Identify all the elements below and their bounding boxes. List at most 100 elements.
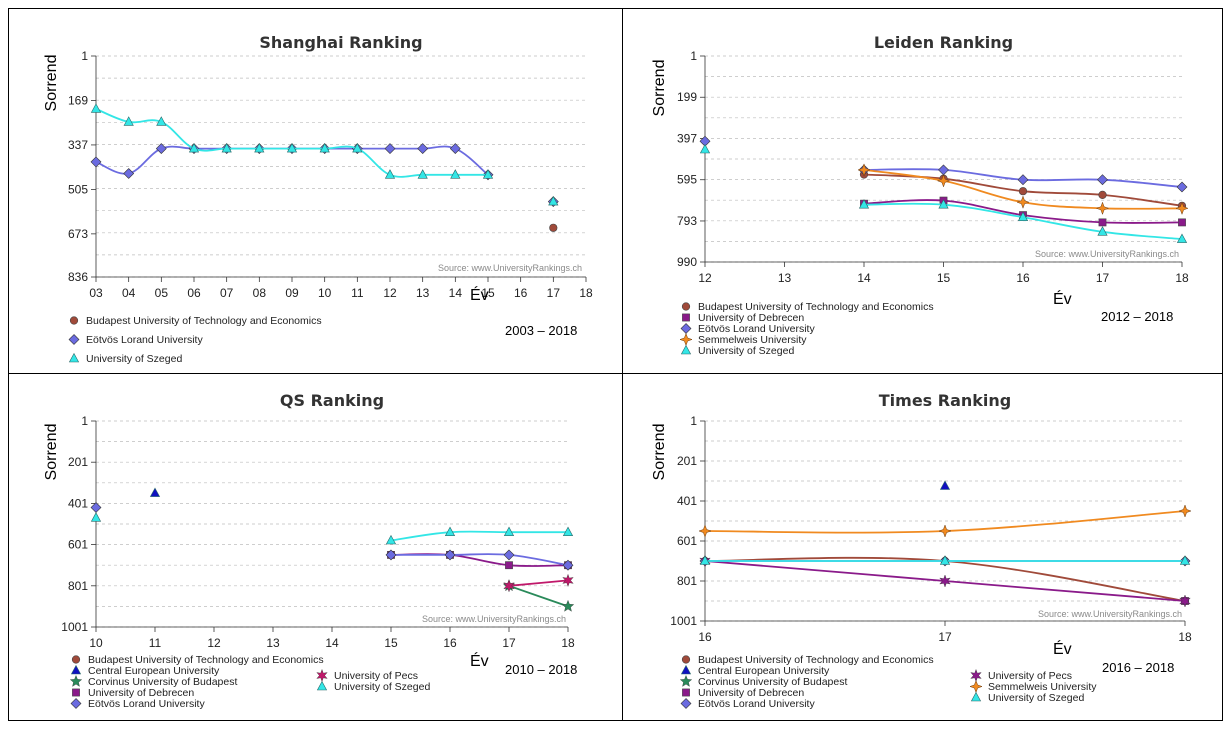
legend-item: Eötvös Lorand University — [68, 334, 203, 346]
legend-marker — [72, 688, 80, 697]
legend-marker — [69, 316, 79, 325]
data-point — [417, 169, 428, 179]
series-university-of-szeged — [699, 143, 1188, 243]
y-tick-label: 1 — [690, 49, 697, 63]
x-tick-label: 18 — [1175, 271, 1189, 285]
data-point — [449, 143, 461, 155]
legend-marker — [681, 655, 691, 664]
chart-title: Shanghai Ranking — [259, 33, 422, 52]
data-point — [123, 116, 134, 126]
period-label: 2016 – 2018 — [1102, 660, 1174, 675]
data-point — [123, 168, 135, 179]
series-line — [508, 584, 569, 608]
y-tick-label: 169 — [68, 93, 88, 107]
series-line — [95, 108, 488, 178]
chart-title: QS Ranking — [280, 391, 384, 410]
legend-label: Central European University — [88, 665, 220, 677]
y-axis-label: Sorrend — [43, 424, 60, 481]
x-tick-label: 16 — [443, 636, 457, 650]
legend-item: Corvinus University of Budapest — [69, 674, 237, 688]
series-budapest-university-of-technology-and-economics — [549, 223, 558, 232]
legend-item: Budapest University of Technology and Ec… — [681, 654, 934, 666]
x-axis-label: Év — [470, 651, 489, 670]
x-tick-label: 11 — [149, 636, 162, 650]
legend-item: University of Debrecen — [682, 312, 804, 324]
x-tick-label: 15 — [481, 286, 495, 300]
legend-marker — [70, 664, 82, 675]
legend-marker — [68, 334, 80, 345]
period-label: 2012 – 2018 — [1101, 309, 1173, 324]
y-tick-label: 1 — [690, 414, 697, 428]
legend-item: University of Debrecen — [72, 687, 194, 699]
y-axis-label: Sorrend — [651, 424, 668, 481]
x-tick-label: 18 — [561, 636, 575, 650]
data-point — [548, 195, 559, 206]
x-tick-label: 16 — [514, 286, 528, 300]
y-tick-label: 401 — [68, 496, 88, 510]
legend-item: University of Szeged — [680, 344, 794, 357]
data-point — [939, 574, 951, 588]
data-point — [858, 199, 870, 209]
x-tick-label: 10 — [318, 286, 332, 300]
legend-label: Eötvös Lorand University — [86, 334, 203, 346]
series-central-european-university — [939, 480, 951, 490]
series-line — [508, 579, 569, 587]
data-point — [221, 142, 232, 153]
x-tick-label: 12 — [383, 286, 397, 300]
y-axis-label: Sorrend — [43, 55, 60, 112]
legend-label: University of Debrecen — [88, 687, 194, 699]
y-tick-label: 401 — [677, 494, 697, 508]
data-point — [1178, 218, 1186, 227]
x-tick-label: 13 — [266, 636, 280, 650]
y-tick-label: 201 — [68, 455, 88, 469]
legend-marker — [682, 313, 690, 322]
legend-label: Budapest University of Technology and Ec… — [698, 654, 934, 666]
legend-label: University of Szeged — [86, 353, 182, 365]
x-tick-label: 12 — [207, 636, 221, 650]
x-tick-label: 11 — [351, 286, 364, 300]
legend-marker — [69, 674, 83, 687]
data-point — [938, 199, 949, 209]
y-tick-label: 337 — [68, 138, 88, 152]
data-point — [444, 549, 456, 561]
legend-marker — [680, 664, 692, 675]
data-point — [1017, 211, 1029, 221]
data-point — [503, 549, 515, 561]
data-point — [1179, 555, 1191, 565]
series-line — [390, 530, 568, 542]
x-axis-label: Év — [1053, 639, 1072, 658]
y-tick-label: 601 — [677, 534, 697, 548]
legend-marker — [70, 698, 82, 709]
series-university-of-szeged — [699, 555, 1191, 565]
legend-item: Budapest University of Technology and Ec… — [69, 315, 322, 327]
legend-label: Budapest University of Technology and Ec… — [86, 315, 322, 327]
x-tick-label: 17 — [1096, 271, 1110, 285]
x-tick-label: 14 — [857, 271, 871, 285]
period-label: 2010 – 2018 — [505, 662, 577, 677]
data-point — [562, 526, 574, 536]
x-tick-label: 17 — [502, 636, 516, 650]
legend-marker — [680, 344, 692, 355]
data-point — [1095, 201, 1110, 216]
series-central-european-university — [149, 487, 161, 497]
x-tick-label: 16 — [698, 630, 712, 644]
legend-label: Budapest University of Technology and Ec… — [698, 301, 934, 313]
chart-title: Leiden Ranking — [874, 33, 1013, 52]
legend-label: Eötvös Lorand University — [698, 698, 815, 710]
legend-item: Central European University — [680, 664, 830, 677]
x-tick-label: 09 — [285, 286, 299, 300]
legend-item: Eötvös Lorand University — [70, 698, 205, 710]
source-label: Source: www.UniversityRankings.ch — [1038, 609, 1182, 619]
chart-title: Times Ranking — [879, 391, 1012, 410]
series-semmelweis-university — [698, 504, 1192, 538]
legend-item: University of Szeged — [68, 352, 182, 365]
data-point — [352, 142, 363, 153]
legend-label: University of Szeged — [988, 692, 1084, 704]
series-university-of-szeged — [90, 103, 559, 206]
legend-marker — [71, 655, 81, 664]
legend-item: Eötvös Lorand University — [680, 698, 815, 710]
legend-marker — [970, 668, 982, 683]
data-point — [385, 549, 397, 561]
